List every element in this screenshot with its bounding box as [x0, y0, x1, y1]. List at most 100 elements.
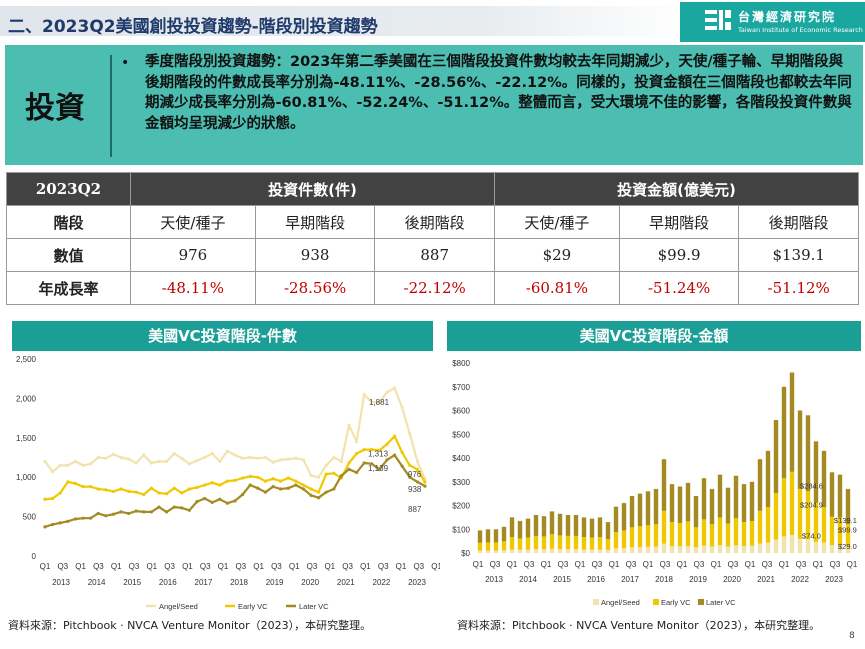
- bar-segment: [477, 550, 483, 553]
- data-point: [165, 492, 169, 496]
- data-point: [256, 486, 260, 490]
- bar-segment: [629, 547, 635, 553]
- growth-cell: -51.24%: [618, 271, 740, 305]
- x-year-label: 2014: [88, 578, 106, 587]
- data-point: [355, 451, 359, 456]
- x-year-label: 2017: [621, 575, 639, 584]
- y-tick-label: 500: [23, 513, 37, 522]
- data-point: [195, 485, 199, 490]
- bar-segment: [805, 415, 811, 492]
- bar-segment: [541, 549, 547, 553]
- bar-segment: [493, 542, 499, 551]
- bar-segment: [765, 542, 771, 553]
- bar-segment: [605, 549, 611, 553]
- data-label: 887: [408, 505, 422, 514]
- data-point: [324, 463, 328, 467]
- page-number: 8: [849, 631, 855, 641]
- data-point: [104, 488, 108, 492]
- bar-segment: [845, 546, 851, 553]
- data-point: [58, 491, 62, 495]
- data-point: [324, 490, 328, 494]
- data-label: $29.0: [838, 542, 857, 551]
- x-tick-label: Q1: [847, 560, 858, 569]
- row-label-value: 數值: [6, 238, 131, 272]
- stage-cell: 早期階段: [618, 205, 740, 239]
- data-point: [142, 510, 146, 514]
- bar-segment: [509, 517, 515, 537]
- bar-segment: [637, 493, 643, 527]
- bar-segment: [509, 537, 515, 550]
- x-tick-label: Q1: [324, 562, 335, 571]
- x-year-label: 2021: [337, 578, 355, 587]
- bar-segment: [565, 515, 571, 536]
- bar-segment: [725, 546, 731, 553]
- bar-segment: [653, 488, 659, 525]
- tier-logo: 台灣經濟研究院 Taiwan Institute of Economic Res…: [680, 2, 865, 42]
- data-point: [347, 467, 351, 471]
- data-point: [225, 479, 229, 483]
- data-point: [203, 496, 207, 501]
- bar-segment: [757, 543, 763, 553]
- x-tick-label: Q3: [592, 560, 603, 569]
- bullet-icon: •: [121, 55, 130, 71]
- data-point: [218, 459, 222, 464]
- data-point: [172, 486, 176, 490]
- growth-cell: -51.12%: [738, 271, 859, 305]
- data-point: [301, 483, 305, 487]
- x-tick-label: Q1: [146, 562, 157, 571]
- data-point: [134, 461, 138, 465]
- data-point: [81, 516, 85, 520]
- x-tick-label: Q1: [182, 562, 193, 571]
- data-point: [157, 491, 161, 495]
- group-header-count: 投資件數(件): [130, 172, 495, 206]
- data-point: [233, 453, 237, 457]
- x-tick-label: Q3: [271, 562, 282, 571]
- data-point: [355, 470, 359, 475]
- data-point: [263, 455, 267, 460]
- data-label: $284.6: [800, 481, 823, 490]
- data-point: [142, 453, 146, 457]
- data-label: $74.0: [802, 531, 821, 540]
- source-note-left: 資料來源：Pitchbook · NVCA Venture Monitor（20…: [8, 619, 372, 632]
- data-point: [408, 475, 412, 479]
- bar-segment: [829, 472, 835, 517]
- x-tick-label: Q1: [218, 562, 229, 571]
- bar-segment: [661, 459, 667, 511]
- bar-segment: [589, 537, 595, 550]
- bar-segment: [605, 522, 611, 540]
- x-tick-label: Q1: [473, 560, 484, 569]
- bar-segment: [645, 525, 651, 547]
- bar-segment: [549, 534, 555, 549]
- table-row: 數值 976 938 887 $29 $99.9 $139.1: [6, 238, 859, 272]
- data-point: [165, 510, 169, 514]
- data-point: [263, 479, 267, 483]
- bar-segment: [693, 496, 699, 528]
- data-point: [111, 489, 115, 493]
- x-tick-label: Q3: [235, 562, 246, 571]
- x-tick-label: Q1: [541, 560, 552, 569]
- y-tick-label: 1,500: [16, 434, 37, 443]
- data-point: [241, 456, 245, 460]
- bar-segment: [693, 547, 699, 553]
- bar-segment: [517, 538, 523, 550]
- x-year-label: 2015: [123, 578, 141, 587]
- bar-segment: [821, 450, 827, 508]
- bar-segment: [669, 484, 675, 522]
- data-point: [423, 480, 427, 484]
- y-tick-label: $500: [452, 430, 470, 439]
- bar-segment: [645, 546, 651, 553]
- data-point: [104, 514, 108, 518]
- y-tick-label: $600: [452, 407, 470, 416]
- bar-segment: [813, 441, 819, 503]
- row-label-stage: 階段: [6, 205, 131, 239]
- x-tick-label: Q3: [660, 560, 671, 569]
- data-point: [96, 487, 100, 491]
- data-point: [51, 522, 55, 527]
- bar-segment: [829, 516, 835, 545]
- data-point: [119, 510, 123, 514]
- bar-segment: [805, 491, 811, 540]
- data-point: [157, 459, 161, 464]
- bar-segment: [517, 520, 523, 539]
- data-point: [149, 461, 153, 465]
- bar-segment: [677, 486, 683, 524]
